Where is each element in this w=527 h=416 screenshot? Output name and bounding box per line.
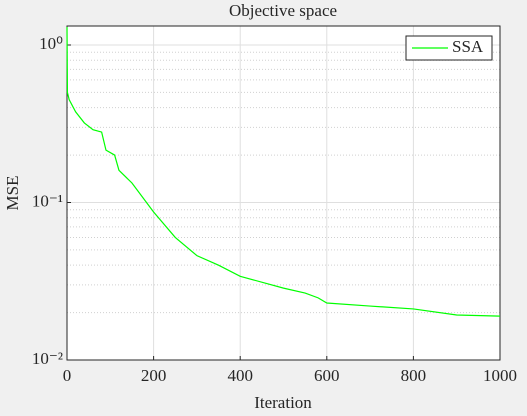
chart-title: Objective space	[229, 1, 337, 20]
plot-area	[67, 26, 500, 360]
x-tick-label: 600	[314, 366, 340, 385]
x-tick-label: 800	[401, 366, 427, 385]
axes-box	[66, 25, 501, 361]
legend-label: SSA	[452, 37, 484, 56]
x-axis-label: Iteration	[254, 393, 312, 412]
y-tick-label: 10⁻²	[32, 349, 63, 368]
y-tick-label: 10⁻¹	[32, 191, 63, 210]
y-tick-label: 10⁰	[39, 34, 63, 53]
x-tick-label: 200	[141, 366, 167, 385]
y-axis-label: MSE	[3, 176, 22, 211]
x-tick-label: 400	[227, 366, 253, 385]
x-tick-label: 1000	[483, 366, 517, 385]
x-tick-label: 0	[63, 366, 72, 385]
data-line	[66, 27, 501, 317]
